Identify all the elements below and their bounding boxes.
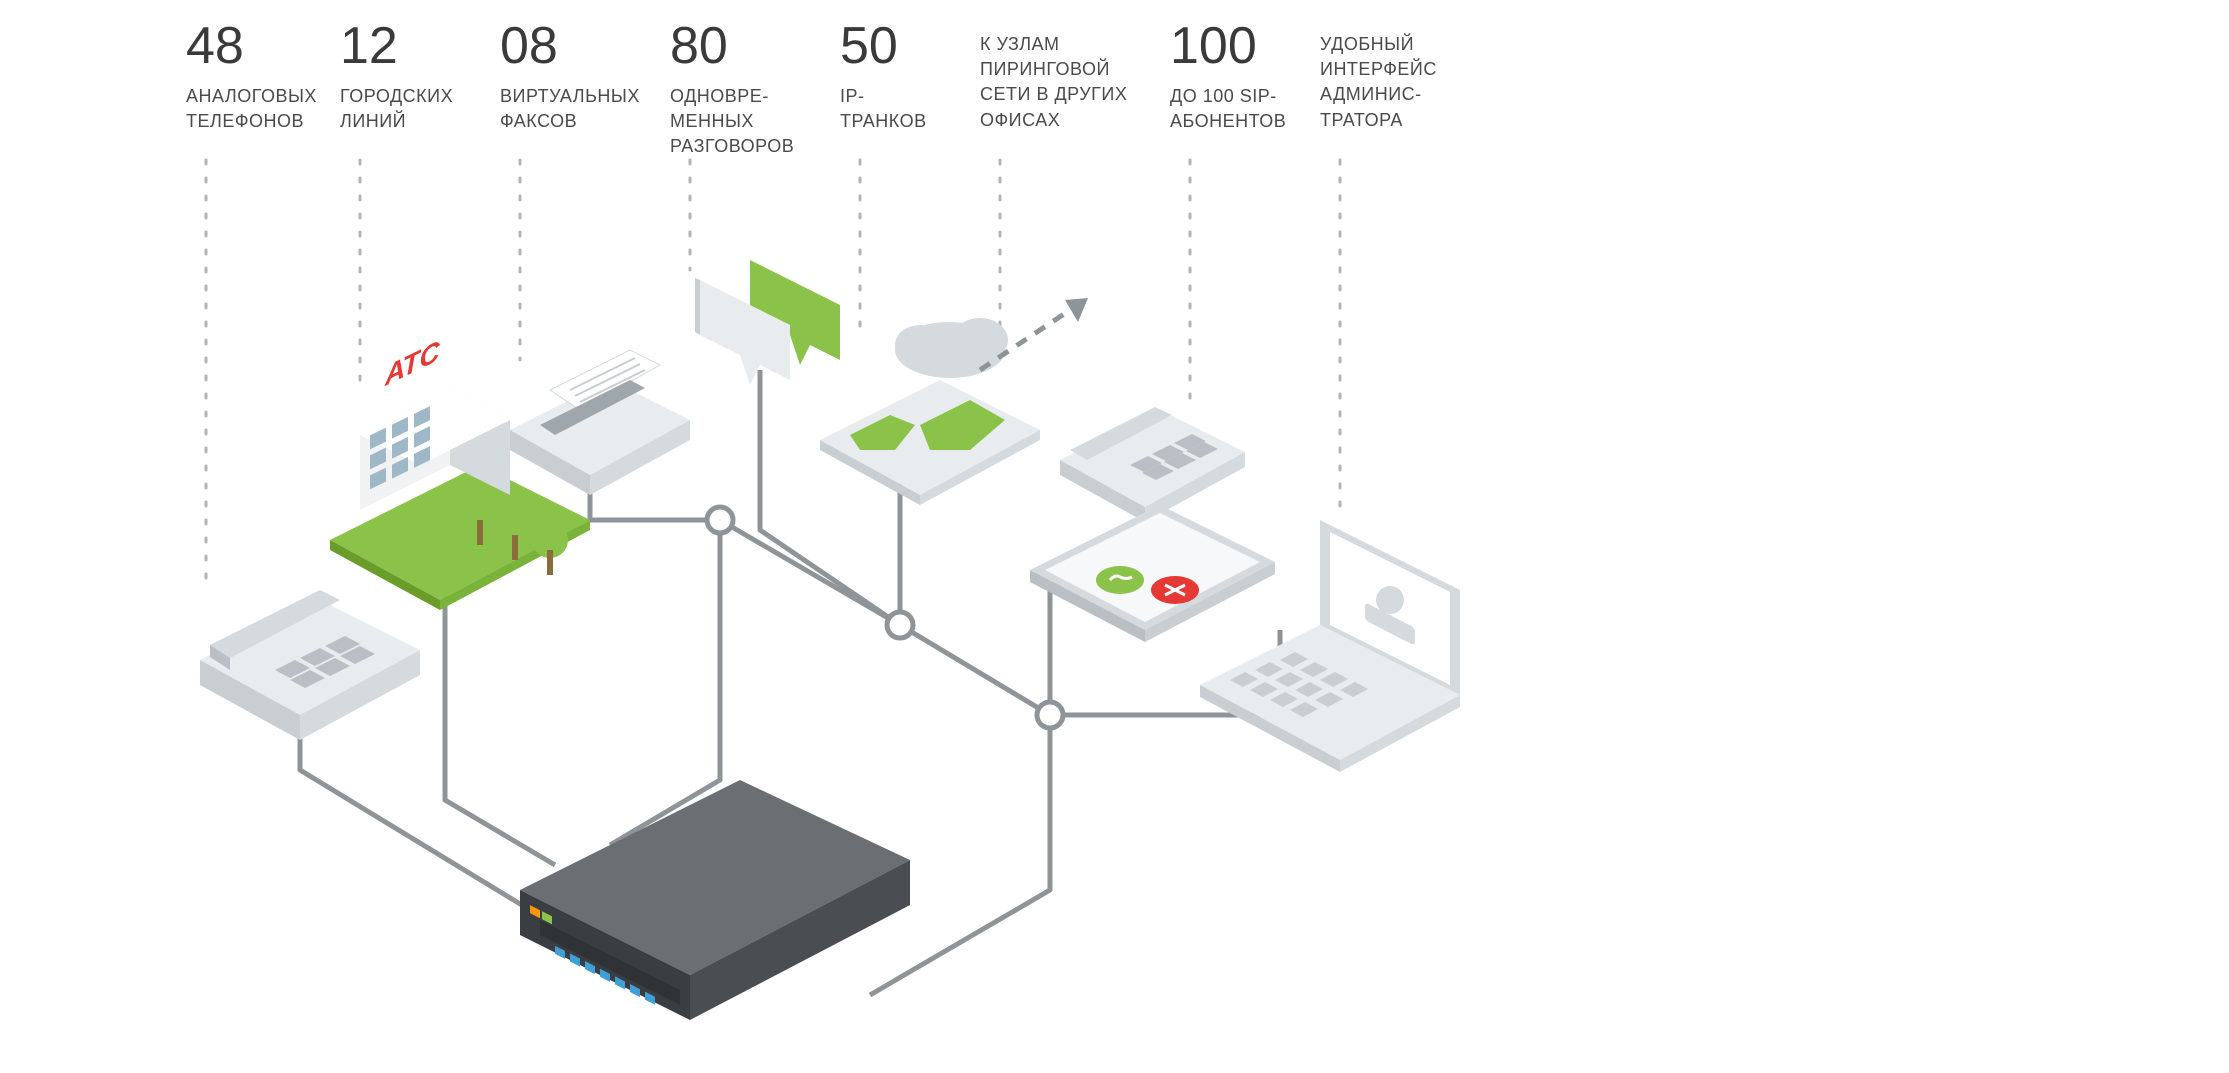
- stat-peer-net: К УЗЛАМ ПИРИНГОВОЙ СЕТИ В ДРУГИХ ОФИСАХ: [980, 20, 1127, 133]
- stat-label: К УЗЛАМ ПИРИНГОВОЙ СЕТИ В ДРУГИХ ОФИСАХ: [980, 32, 1127, 133]
- cloud-map-icon: [820, 298, 1088, 505]
- stat-label: УДОБНЫЙ ИНТЕРФЕЙС АДМИНИС- ТРАТОРА: [1320, 32, 1437, 133]
- stat-label: ДО 100 SIP- АБОНЕНТОВ: [1170, 84, 1286, 134]
- phone-icon: [200, 590, 420, 740]
- stat-analog-phones: 48 АНАЛОГОВЫХ ТЕЛЕФОНОВ: [186, 20, 317, 134]
- laptop-icon: [1200, 520, 1460, 772]
- stat-city-lines: 12 ГОРОДСКИХ ЛИНИЙ: [340, 20, 453, 134]
- sip-phone-icon: [1060, 407, 1245, 522]
- stat-number: 50: [840, 20, 927, 72]
- stat-label: ОДНОВРЕ- МЕННЫХ РАЗГОВОРОВ: [670, 84, 794, 160]
- stat-ip-trunks: 50 IP- ТРАНКОВ: [840, 20, 927, 134]
- switch-icon: [520, 780, 910, 1020]
- dashed-connectors: [206, 160, 1340, 590]
- stat-number: 80: [670, 20, 794, 72]
- stat-label: ВИРТУАЛЬНЫХ ФАКСОВ: [500, 84, 640, 134]
- network-junctions: [707, 507, 1063, 728]
- stat-admin-ui: УДОБНЫЙ ИНТЕРФЕЙС АДМИНИС- ТРАТОРА: [1320, 20, 1437, 133]
- tablet-icon: [1030, 505, 1275, 642]
- fax-icon: [510, 350, 690, 495]
- stat-number: 100: [1170, 20, 1286, 72]
- stat-label: АНАЛОГОВЫХ ТЕЛЕФОНОВ: [186, 84, 317, 134]
- stat-virtual-fax: 08 ВИРТУАЛЬНЫХ ФАКСОВ: [500, 20, 640, 134]
- network-lines: [300, 370, 1280, 995]
- stat-label: IP- ТРАНКОВ: [840, 84, 927, 134]
- stat-sip-subs: 100 ДО 100 SIP- АБОНЕНТОВ: [1170, 20, 1286, 134]
- chat-icon: [695, 260, 840, 385]
- building-label: АТС: [384, 335, 440, 394]
- diagram-canvas: АТС: [0, 0, 2229, 1073]
- building-icon: АТС: [330, 335, 590, 610]
- stat-concurrent-calls: 80 ОДНОВРЕ- МЕННЫХ РАЗГОВОРОВ: [670, 20, 794, 160]
- stat-number: 08: [500, 20, 640, 72]
- stat-number: 48: [186, 20, 317, 72]
- stat-number: 12: [340, 20, 453, 72]
- stat-label: ГОРОДСКИХ ЛИНИЙ: [340, 84, 453, 134]
